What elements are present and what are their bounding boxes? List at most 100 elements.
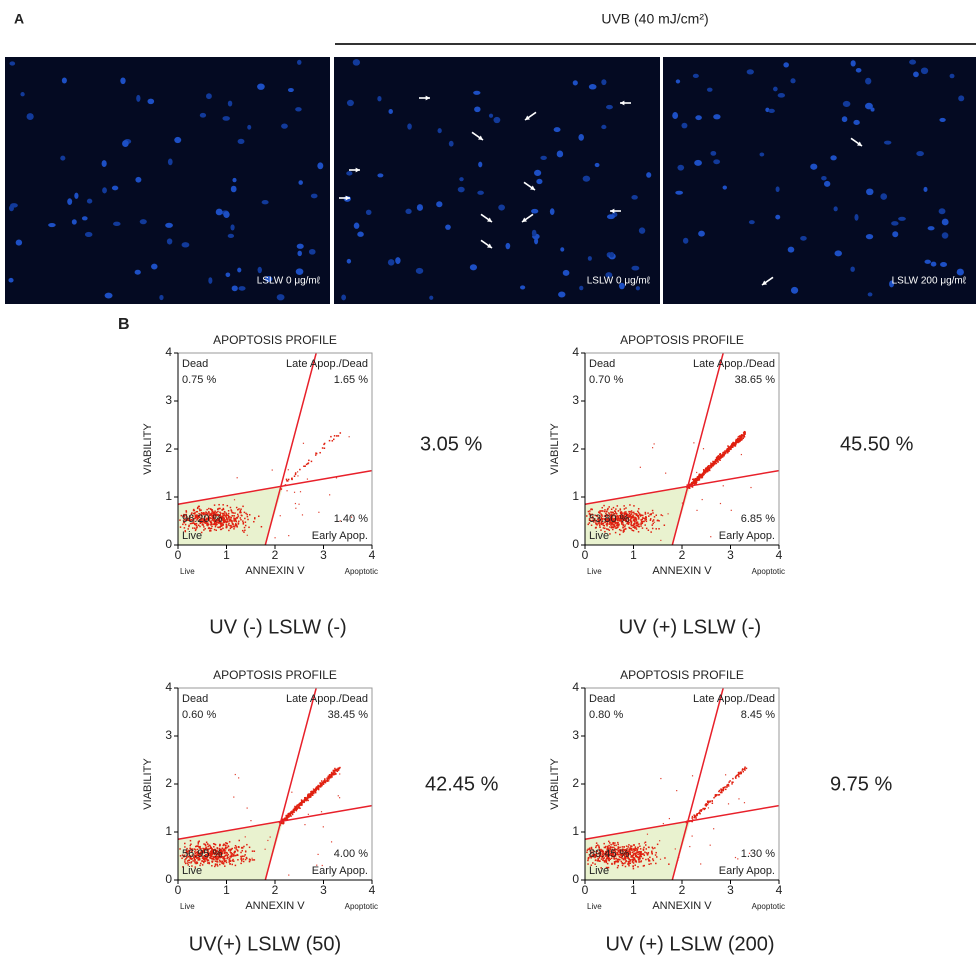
event-dot [321,811,322,812]
event-dot [190,840,192,842]
event-dot [199,526,201,528]
event-dot [226,862,228,864]
event-dot [221,862,223,864]
event-dot [612,529,614,531]
nucleus [222,116,230,121]
nucleus [853,120,859,125]
event-dot [709,470,711,472]
event-dot [235,845,237,847]
event-dot [721,789,723,791]
event-dot [251,858,252,859]
event-dot [333,439,335,441]
nucleus [231,186,237,193]
micrograph-bg [5,57,330,304]
event-dot [689,846,690,847]
event-dot [234,847,236,849]
quadrant-label: Early Apop. [312,530,368,542]
event-dot [204,528,206,530]
nucleus [892,231,898,237]
apoptosis-total: 9.75 % [830,773,892,795]
event-dot [280,515,281,516]
micrograph: LSLW 0 μg/mℓ [334,57,660,304]
event-dot [609,842,611,844]
event-dot [231,512,233,514]
event-dot [198,841,200,843]
event-dot [656,856,658,858]
nucleus [102,187,107,193]
event-dot [707,804,709,806]
event-dot [324,447,326,449]
event-dot [618,865,620,867]
nucleus [924,260,930,264]
nucleus [230,224,234,230]
event-dot [209,530,211,532]
x-tick-label: 1 [630,883,637,897]
nucleus [939,208,946,214]
event-dot [736,442,738,444]
event-dot [725,789,727,791]
apoptosis-total: 3.05 % [420,433,482,455]
nucleus [238,286,245,291]
event-dot [223,509,225,511]
nucleus [834,206,838,211]
image-caption: LSLW 200 μg/mℓ [892,276,967,287]
event-dot [224,860,226,862]
event-dot [604,860,606,862]
event-dot [216,864,218,866]
nucleus [921,67,928,74]
event-dot [693,442,694,443]
event-dot [192,860,194,862]
event-dot [337,769,339,771]
event-dot [654,847,656,849]
image-caption: LSLW 0 μg/mℓ [587,276,651,287]
event-dot [274,537,275,538]
nucleus [891,221,898,226]
event-dot [193,510,195,512]
event-dot [222,524,224,526]
nucleus [601,125,606,129]
event-dot [655,852,657,854]
event-dot [638,531,640,533]
event-dot [609,526,611,528]
event-dot [215,864,217,866]
y-axis-label: VIABILITY [142,758,154,810]
event-dot [232,855,234,857]
nucleus [713,114,720,119]
event-dot [652,848,654,850]
event-dot [608,841,610,843]
event-dot [630,528,632,530]
y-tick-label: 0 [572,537,579,551]
event-dot [692,816,694,818]
nucleus [595,163,600,167]
event-dot [649,857,651,859]
event-dot [603,527,605,529]
nucleus [695,115,702,120]
event-dot [636,520,638,522]
event-dot [637,511,639,513]
event-dot [214,504,216,506]
nucleus [560,247,564,251]
event-dot [615,508,617,510]
event-dot [625,528,627,530]
quadrant-label: Live [589,865,609,877]
nucleus [707,88,713,92]
nucleus [232,285,238,291]
event-dot [225,516,227,518]
event-dot [219,508,221,510]
event-dot [288,479,290,481]
event-dot [693,480,695,482]
quadrant-pct: 1.30 % [741,848,775,860]
event-dot [606,525,608,527]
event-dot [229,519,231,521]
event-dot [303,465,305,467]
nucleus [377,173,383,177]
event-dot [238,777,239,778]
nucleus [884,141,891,145]
event-dot [750,487,751,488]
event-dot [246,844,248,846]
event-dot [736,440,738,442]
event-dot [203,526,205,528]
event-dot [243,861,245,863]
nucleus [520,285,525,289]
event-dot [669,818,670,819]
